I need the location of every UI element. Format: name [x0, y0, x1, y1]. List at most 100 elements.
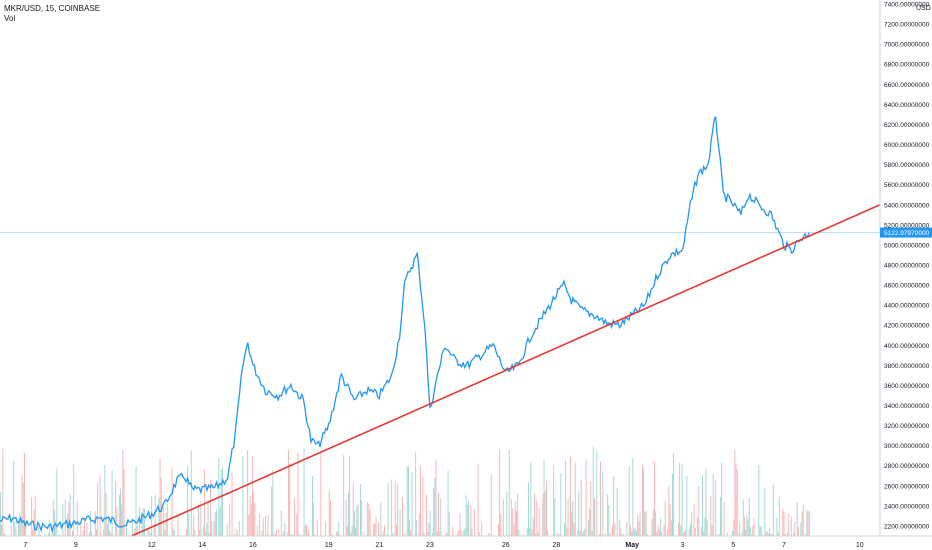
price-tick-label: 7000.00000000 — [884, 42, 930, 49]
volume-bar — [681, 464, 683, 536]
current-price-badge: 5122.97970000 — [880, 227, 932, 238]
volume-bar — [744, 516, 745, 536]
volume-bar — [408, 466, 409, 536]
price-tick-label: 2800.00000000 — [884, 463, 930, 470]
volume-bar — [286, 532, 288, 536]
volume-bar — [148, 531, 150, 536]
volume-bar — [630, 525, 631, 536]
volume-bar — [655, 511, 657, 536]
volume-bar — [86, 522, 88, 536]
volume-bar — [769, 528, 771, 536]
volume-bar — [609, 533, 611, 536]
volume-bar — [115, 481, 117, 536]
volume-bar — [222, 467, 223, 536]
volume-bar — [477, 463, 479, 536]
volume-bar — [84, 517, 85, 536]
volume-bar — [39, 534, 41, 536]
volume-bar — [24, 452, 25, 536]
volume-bar — [72, 530, 73, 536]
volume-bar — [25, 521, 27, 536]
volume-bar — [547, 529, 549, 536]
volume-bar — [247, 450, 249, 536]
price-axis[interactable]: 2200.00000000 2400.00000000 2600.00000000 2… — [884, 2, 930, 531]
volume-bar — [532, 517, 534, 536]
volume-bar — [80, 522, 82, 536]
price-tick-label: 3600.00000000 — [884, 383, 930, 390]
volume-bar — [474, 508, 475, 536]
price-tick-label: 5800.00000000 — [884, 162, 930, 169]
volume-bar — [656, 531, 658, 536]
volume-bar — [54, 510, 55, 536]
volume-bar — [579, 530, 581, 536]
volume-bar — [206, 522, 208, 536]
volume-bar — [134, 528, 136, 536]
volume-bar — [338, 521, 340, 536]
volume-bar — [790, 516, 792, 536]
time-tick-label: 28 — [552, 542, 560, 549]
volume-bar — [637, 515, 639, 536]
price-tick-label: 6400.00000000 — [884, 102, 930, 109]
volume-bar — [741, 532, 743, 536]
volume-bar — [805, 534, 807, 536]
volume-bar — [634, 527, 636, 536]
volume-bar — [278, 529, 280, 536]
volume-bar — [758, 465, 760, 536]
volume-bar — [103, 529, 105, 536]
price-tick-label: 2400.00000000 — [884, 503, 930, 510]
volume-bar — [784, 534, 786, 536]
volume-bar — [76, 500, 78, 536]
volume-bar — [160, 478, 162, 536]
volume-bar — [764, 487, 766, 536]
volume-bar — [0, 492, 1, 536]
volume-bar — [642, 465, 643, 536]
volume-bar — [420, 465, 421, 536]
volume-bar — [396, 524, 397, 536]
time-axis[interactable]: 7 9 12 14 16 19 21 23 26 28 May 3 5 7 10 — [23, 542, 863, 549]
volume-bar — [742, 499, 744, 536]
volume-bar — [596, 450, 598, 536]
volume-bar — [645, 510, 647, 536]
volume-bar — [488, 532, 490, 536]
volume-bar — [459, 512, 461, 536]
volume-bar — [354, 510, 355, 536]
volume-bar — [464, 528, 466, 536]
price-tick-label: 4000.00000000 — [884, 343, 930, 350]
price-tick-label: 6800.00000000 — [884, 62, 930, 69]
volume-bar — [631, 532, 633, 536]
volume-bar — [633, 529, 635, 536]
volume-bar — [97, 483, 99, 536]
volume-indicator-label[interactable]: Vol — [4, 14, 16, 23]
volume-bar — [523, 534, 525, 536]
volume-bar — [271, 486, 273, 536]
volume-bar — [679, 462, 681, 536]
volume-bar — [747, 519, 749, 536]
volume-bar — [463, 530, 465, 536]
volume-bar — [510, 534, 511, 536]
volume-bar — [48, 533, 49, 536]
volume-bar — [590, 481, 592, 536]
volume-bar — [303, 447, 305, 536]
volume-bar — [259, 513, 261, 536]
volume-bar — [529, 528, 531, 536]
volume-bar — [219, 507, 221, 536]
volume-bar — [210, 479, 211, 536]
volume-bar — [273, 534, 275, 536]
trend-line[interactable] — [131, 204, 881, 537]
volume-bar — [64, 499, 66, 536]
volume-bar — [422, 476, 424, 536]
current-price-label: 5122.97970000 — [884, 230, 930, 237]
volume-bar — [82, 530, 84, 536]
time-tick-label: 9 — [74, 542, 78, 549]
volume-bar — [651, 519, 653, 536]
volume-bar — [20, 519, 22, 536]
volume-bar — [296, 514, 298, 536]
volume-bar — [106, 523, 108, 536]
volume-bar — [100, 533, 102, 536]
volume-bar — [530, 462, 532, 536]
volume-bar — [663, 524, 665, 536]
volume-bar — [121, 504, 123, 536]
volume-bar — [691, 512, 693, 536]
volume-bar — [638, 521, 640, 536]
volume-bar — [112, 534, 114, 536]
